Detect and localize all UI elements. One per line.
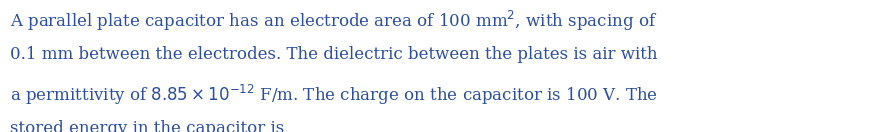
- Text: 0.1 mm between the electrodes. The dielectric between the plates is air with: 0.1 mm between the electrodes. The diele…: [10, 46, 657, 63]
- Text: a permittivity of $8.85 \times 10^{-12}$ F/m. The charge on the capacitor is 100: a permittivity of $8.85 \times 10^{-12}$…: [10, 83, 658, 107]
- Text: stored energy in the capacitor is: stored energy in the capacitor is: [10, 120, 284, 132]
- Text: A parallel plate capacitor has an electrode area of 100 mm$^2$, with spacing of: A parallel plate capacitor has an electr…: [10, 9, 657, 33]
